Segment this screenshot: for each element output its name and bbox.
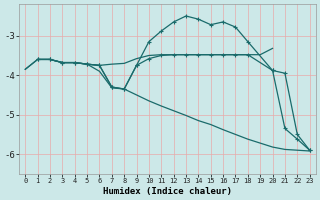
X-axis label: Humidex (Indice chaleur): Humidex (Indice chaleur) (103, 187, 232, 196)
